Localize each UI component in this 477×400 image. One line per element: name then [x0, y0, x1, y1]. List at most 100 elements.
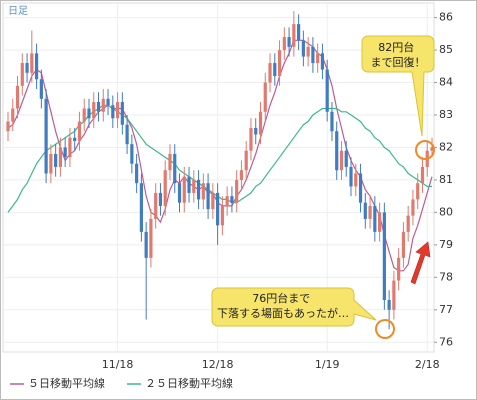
candle-body [87, 108, 91, 119]
candle-body [115, 102, 120, 119]
y-tick-label: 86 [439, 11, 453, 24]
candle-body [149, 218, 153, 258]
candle-body [411, 199, 415, 216]
candle-body [39, 79, 43, 99]
y-tick-label: 77 [439, 303, 453, 316]
callout-line: 下落する場面もあったが… [217, 306, 349, 320]
candle-body [354, 173, 358, 187]
candle-body [196, 179, 201, 200]
y-tick-label: 85 [439, 43, 453, 56]
candle-body [382, 212, 386, 301]
candle-body [111, 105, 115, 119]
x-tick-label: 2/18 [415, 358, 440, 371]
candle-body [325, 69, 329, 112]
candle-body [120, 102, 124, 125]
callout-text: 82円台 まで回復！ [371, 40, 426, 69]
candle-body [206, 183, 210, 210]
candle-body [30, 53, 34, 73]
y-tick-label: 82 [439, 140, 453, 153]
candle-body [182, 176, 186, 203]
candles [6, 11, 434, 330]
candle-body [235, 179, 239, 203]
candle-body [344, 150, 348, 167]
candle-body [339, 150, 344, 171]
candle-body [301, 40, 305, 57]
candle-body [387, 300, 391, 310]
candle-body [173, 153, 177, 184]
candle-body [68, 137, 72, 158]
candle-body [244, 150, 248, 171]
callout-line: 82円台 [378, 40, 414, 54]
candle-body [96, 102, 101, 112]
candle-body [349, 166, 353, 187]
y-tick-label: 84 [439, 76, 453, 89]
candle-body [192, 179, 196, 193]
candle-body [92, 102, 96, 119]
candle-body [54, 153, 58, 167]
candle-body [20, 63, 24, 86]
candle-body [135, 163, 139, 184]
candle-body [363, 202, 367, 219]
candle-body [49, 153, 53, 174]
candle-body [292, 24, 296, 47]
callout [211, 287, 377, 327]
candle-body [101, 98, 105, 112]
candle-body [277, 50, 282, 77]
y-tick-label: 81 [439, 173, 453, 186]
callout-text: 76円台まで 下落する場面もあったが… [217, 291, 349, 320]
x-tick-label: 1/19 [315, 358, 340, 371]
candle-body [268, 63, 272, 83]
x-tick-label: 11/18 [102, 358, 134, 371]
candle-body [11, 108, 15, 122]
callout-line: まで回復！ [371, 56, 426, 69]
candle-body [230, 196, 234, 203]
legend-label: ５日移動平均線 [28, 376, 105, 390]
candle-body [316, 53, 320, 64]
candle-body [130, 144, 134, 164]
y-tick-label: 78 [439, 270, 453, 283]
candle-body [368, 205, 372, 219]
candle-body [63, 147, 67, 158]
candle-body [320, 53, 325, 70]
candle-body [358, 173, 363, 203]
candle-body [430, 147, 434, 151]
candle-body [15, 85, 20, 109]
candle-body [220, 205, 224, 226]
candle-body [58, 147, 63, 167]
candle-body [158, 192, 163, 206]
candle-body [377, 212, 382, 232]
candle-body [249, 127, 253, 151]
candle-body [258, 111, 263, 135]
highlight-circle [375, 319, 395, 339]
y-tick-label: 80 [439, 205, 453, 218]
candle-body [225, 196, 229, 206]
candle-body [6, 121, 10, 132]
candle-body [201, 183, 205, 200]
candle-body [144, 231, 148, 258]
candle-body [373, 205, 377, 232]
highlight-circle [415, 140, 435, 160]
candle-body [273, 63, 277, 77]
candle-body [125, 124, 129, 145]
candle-body [297, 24, 301, 41]
candle-body [330, 111, 334, 132]
candle-body [106, 98, 110, 106]
candle-body [44, 98, 48, 174]
callout [361, 35, 435, 137]
y-tick-label: 79 [439, 238, 453, 251]
candle-body [311, 46, 315, 64]
candle-body [392, 280, 396, 310]
legend: ５日移動平均線 ２５日移動平均線 [10, 376, 233, 390]
candle-body [154, 192, 158, 219]
candle-body [163, 170, 167, 206]
x-tick-label: 12/18 [202, 358, 234, 371]
callout-line: 76円台まで [252, 291, 310, 305]
candle-body [187, 176, 191, 193]
candle-body [306, 46, 310, 57]
timeframe-label: 日足 [8, 5, 28, 17]
candle-body [139, 183, 143, 232]
candle-body [397, 257, 401, 281]
candle-body [401, 231, 406, 258]
legend-label: ２５日移動平均線 [145, 376, 233, 390]
